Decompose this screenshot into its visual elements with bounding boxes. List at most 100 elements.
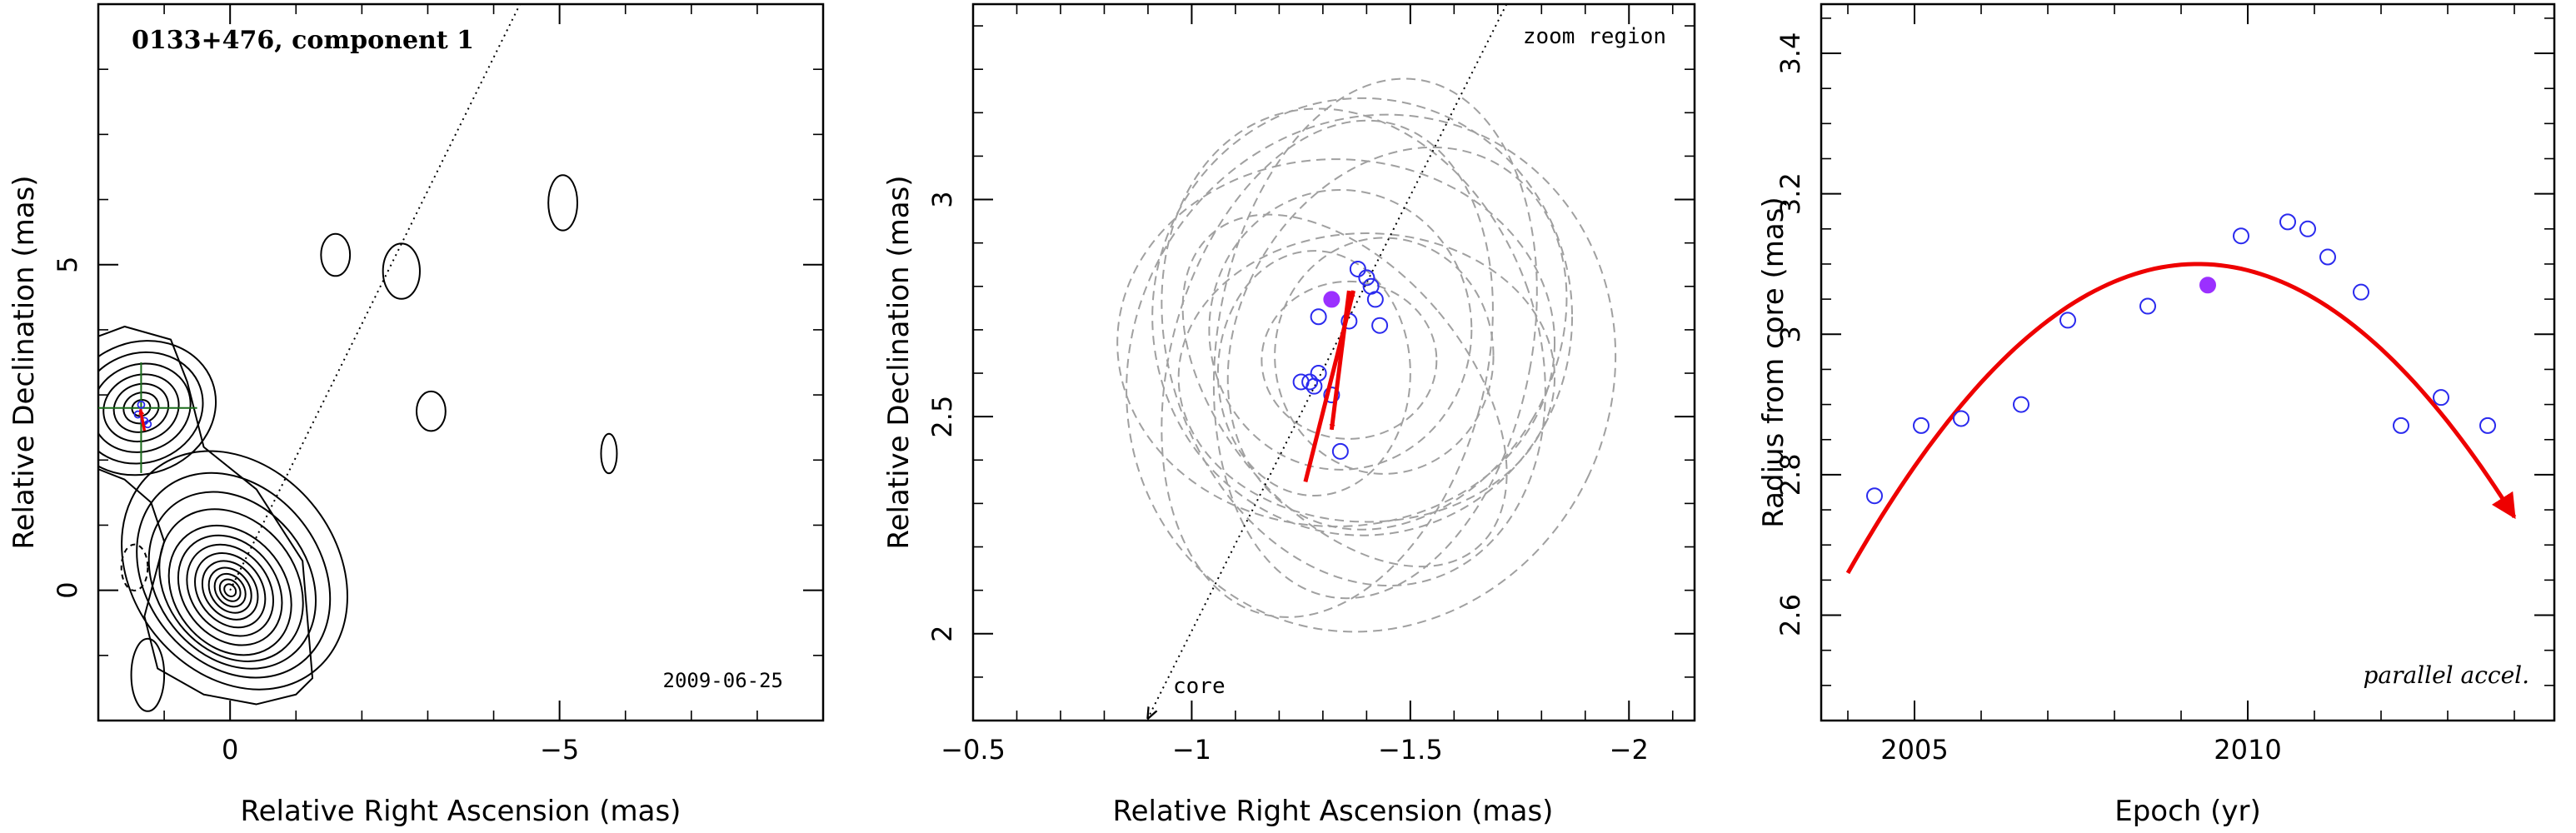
beam-ellipse [1161, 119, 1494, 618]
map-x-axis-label: Relative Right Ascension (mas) [241, 795, 681, 828]
radius-x-axis-label: Epoch (yr) [2114, 795, 2261, 828]
component-contour [122, 392, 160, 425]
velocity-arrow [1329, 290, 1351, 431]
component-contour [98, 351, 204, 465]
core-contour [207, 566, 252, 614]
map-y-axis-label: Relative Declination (mas) [7, 175, 41, 549]
radius-point [2013, 396, 2029, 413]
component-marker [137, 400, 146, 409]
radius-point [1866, 487, 1883, 505]
radius-point [1953, 410, 1969, 427]
core-contour [186, 543, 275, 637]
component-contour [98, 362, 192, 453]
core-contour [136, 471, 332, 679]
y-tick-label: 2.8 [1775, 453, 1806, 496]
radius-point [2433, 389, 2449, 407]
contour-island [600, 432, 618, 475]
map-title: 0133+476, component 1 [132, 26, 474, 55]
contour-island [547, 174, 578, 232]
core-contour [218, 578, 242, 602]
radius-point [2319, 248, 2336, 266]
x-tick-label: −5 [540, 734, 579, 766]
core-contour [121, 450, 348, 691]
radius-point [2139, 297, 2156, 315]
beam-ellipse [1161, 107, 1546, 587]
contour-island [320, 232, 352, 277]
component-contour [98, 340, 217, 476]
beam-ellipse [1212, 77, 1538, 600]
position-point [1305, 377, 1323, 395]
radius-point [2059, 312, 2076, 329]
y-tick-label: 3 [1775, 326, 1806, 342]
velocity-arrow [138, 408, 147, 431]
core-contour [223, 583, 237, 597]
y-tick-label: 2 [926, 626, 958, 642]
component-contour [112, 382, 170, 433]
component-contour [131, 399, 152, 417]
core-direction-line [1148, 4, 1508, 718]
x-tick-label: −0.5 [941, 734, 1006, 766]
core-contour [201, 560, 259, 621]
position-point [1323, 387, 1340, 404]
radius-point [2353, 283, 2369, 301]
position-point [1301, 373, 1319, 391]
radius-point [1913, 416, 1930, 434]
beam-ellipse [1181, 213, 1508, 568]
zoom-x-axis-label: Relative Right Ascension (mas) [1113, 795, 1554, 828]
beam-ellipse [1226, 146, 1568, 531]
position-point [1331, 442, 1349, 460]
radius-point [2479, 416, 2496, 434]
beam-ellipse [1208, 188, 1473, 471]
position-point [1349, 260, 1366, 277]
mean-position-point [1323, 291, 1340, 308]
jet-direction-line [229, 4, 522, 591]
radius-y-axis-label: Radius from core (mas) [1757, 197, 1790, 527]
contour-island [382, 242, 421, 300]
core-contour [177, 534, 283, 646]
beam-ellipse [1216, 250, 1411, 496]
contour-map-panel: 0 −5 0 5 0133+476, component 1 2009-06-25 R… [7, 2, 825, 828]
zoom-region-panel: −0.5 −1 −1.5 −2 2 2.5 3 zoom region core Relati… [882, 2, 1696, 828]
beam-ellipse [1151, 97, 1574, 536]
mean-radius-point [2199, 277, 2216, 294]
y-tick-label: 5 [52, 257, 83, 273]
y-tick-label: 3.2 [1775, 172, 1806, 215]
zoom-region-label: zoom region [1523, 24, 1666, 49]
core-label: core [1173, 674, 1226, 699]
y-tick-label: 0 [52, 581, 83, 598]
beam-ellipse [1261, 280, 1438, 440]
radius-plot-frame [1820, 2, 2556, 722]
core-contour [213, 572, 247, 608]
y-tick-label: 3.4 [1775, 32, 1806, 75]
position-point [1371, 317, 1389, 334]
radius-point [2393, 416, 2409, 434]
contour-island [130, 637, 166, 712]
radius-epoch-panel: 2005 2010 2.6 2.8 3 3.2 3.4 parallel accel. Ep… [1757, 2, 2556, 828]
position-point [1358, 269, 1375, 287]
x-tick-label: −1.5 [1378, 734, 1443, 766]
beam-ellipse [1274, 237, 1495, 475]
beam-ellipse [1116, 158, 1556, 527]
beam-ellipse [1126, 113, 1617, 633]
y-tick-label: 2.5 [926, 396, 958, 438]
radius-point [2279, 213, 2296, 231]
radius-point [2299, 220, 2316, 237]
x-tick-label: 2005 [1880, 734, 1948, 766]
position-point [1366, 291, 1384, 308]
zoom-y-axis-label: Relative Declination (mas) [882, 175, 916, 549]
quadratic-fit-curve [1845, 262, 2517, 575]
position-point [1310, 308, 1327, 326]
radius-point [2233, 227, 2249, 245]
map-epoch-label: 2009-06-25 [663, 669, 784, 692]
core-contour [194, 552, 267, 629]
beam-ellipse [1177, 232, 1556, 523]
core-contour [147, 491, 317, 670]
contour-island [416, 390, 447, 432]
x-tick-label: −2 [1610, 734, 1649, 766]
x-tick-label: 0 [222, 734, 238, 766]
y-tick-label: 2.6 [1775, 594, 1806, 636]
y-tick-label: 3 [926, 191, 958, 207]
x-tick-label: −1 [1172, 734, 1211, 766]
parallel-accel-label: parallel accel. [2363, 661, 2529, 689]
